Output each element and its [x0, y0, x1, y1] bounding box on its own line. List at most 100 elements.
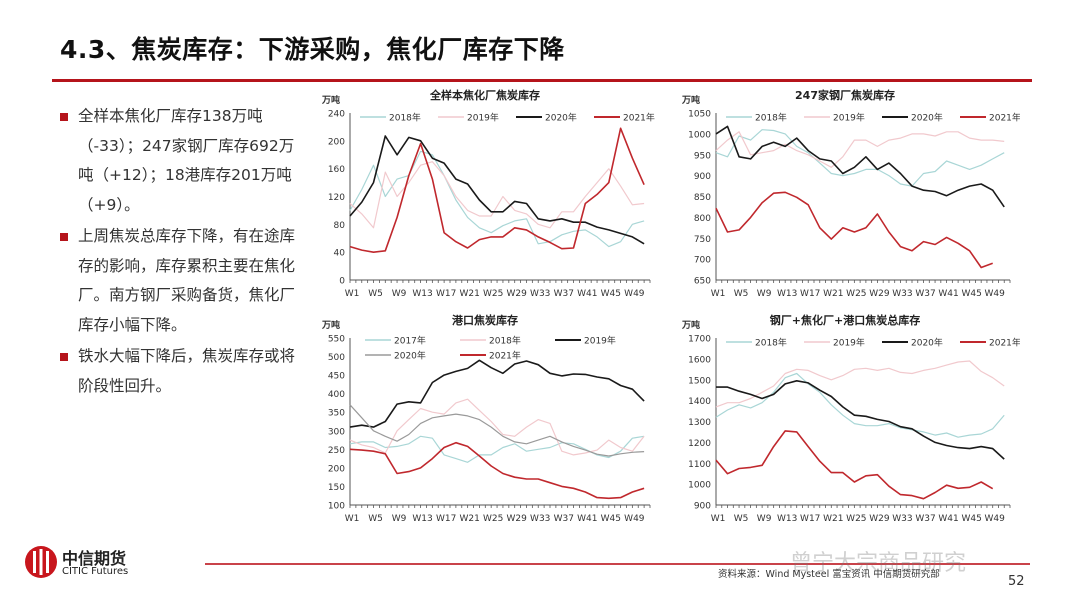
footer-divider	[205, 563, 1030, 565]
y-tick-label: 1200	[688, 439, 711, 449]
series-line-2019年	[715, 360, 1005, 408]
y-tick-label: 200	[328, 464, 345, 474]
legend-label: 2019年	[584, 335, 616, 347]
y-tick-label: 450	[328, 372, 345, 382]
chart-coking-plant-inventory: 全样本焦化厂焦炭库存 万吨 0 40 80 120 160 200 240 W1 W5 W9 W13 W1…	[310, 85, 660, 305]
x-tick-label: W45	[961, 514, 981, 524]
y-axis-unit: 万吨	[681, 94, 700, 106]
x-tick-label: W49	[985, 289, 1006, 299]
x-tick-label: W13	[412, 289, 432, 299]
y-axis-unit: 万吨	[321, 94, 340, 106]
x-tick-label: W1	[711, 514, 726, 524]
series-line-2021年	[349, 127, 645, 253]
chart-svg: 港口焦炭库存 万吨 100 150 200 250 300 350 400 450 500 550 W1…	[321, 313, 651, 524]
chart-title: 钢厂+焦化厂+港口焦炭总库存	[770, 313, 920, 327]
x-tick-label: W29	[507, 514, 528, 524]
x-tick-label: W33	[892, 289, 912, 299]
x-tick-label: W5	[734, 514, 749, 524]
legend-label: 2017年	[394, 335, 426, 347]
y-tick-label: 550	[328, 335, 345, 345]
y-tick-label: 120	[328, 193, 345, 203]
y-tick-label: 150	[328, 483, 345, 493]
bullet-square-icon	[60, 113, 68, 121]
x-tick-label: W41	[938, 514, 958, 524]
x-tick-label: W45	[961, 289, 981, 299]
bullet-item: 上周焦炭总库存下降，有在途库存的影响，库存累积主要在焦化厂。南方钢厂采购备货，焦…	[58, 222, 308, 340]
x-tick-label: W21	[459, 514, 479, 524]
chart-svg: 247家钢厂焦炭库存 万吨 650 700 750 800 850 900 950 1000 105…	[681, 88, 1021, 299]
y-tick-label: 240	[328, 110, 345, 120]
y-tick-label: 1100	[688, 460, 711, 470]
x-tick-label: W33	[892, 514, 912, 524]
x-tick-label: W5	[734, 289, 749, 299]
x-tick-label: W17	[436, 514, 456, 524]
y-axis-unit: 万吨	[321, 319, 340, 331]
series-line-2018年	[715, 372, 1005, 438]
bullet-item: 全样本焦化厂库存138万吨（-33）；247家钢厂库存692万吨（+12）；18…	[58, 102, 308, 220]
y-tick-label: 1500	[688, 376, 711, 386]
chart-port-inventory: 港口焦炭库存 万吨 100 150 200 250 300 350 400 450 500 550 W1…	[310, 310, 660, 530]
bullet-text: 全样本焦化厂库存138万吨（-33）；247家钢厂库存692万吨（+12）；18…	[78, 107, 295, 214]
x-tick-label: W25	[846, 514, 866, 524]
y-tick-label: 1050	[688, 110, 711, 120]
x-tick-label: W49	[624, 289, 645, 299]
x-tick-label: W5	[368, 289, 383, 299]
chart-title: 247家钢厂焦炭库存	[795, 88, 895, 102]
legend-label: 2020年	[394, 350, 426, 362]
legend-label: 2019年	[467, 112, 499, 124]
series-line-2020年	[716, 380, 1005, 460]
x-tick-label: W9	[757, 289, 772, 299]
x-tick-label: W29	[507, 289, 528, 299]
x-tick-label: W9	[392, 289, 407, 299]
series-line-2020年	[715, 125, 1005, 208]
y-tick-label: 500	[328, 353, 345, 363]
y-tick-label: 1300	[688, 418, 711, 428]
chart-svg: 全样本焦化厂焦炭库存 万吨 0 40 80 120 160 200 240 W1 W5 W9 W13 W1…	[321, 88, 655, 299]
series-line-2018年	[349, 150, 645, 248]
x-tick-label: W1	[711, 289, 726, 299]
x-tick-label: W29	[869, 289, 890, 299]
legend-label: 2020年	[545, 112, 577, 124]
series-line-2019年	[349, 359, 645, 428]
x-tick-label: W17	[436, 289, 456, 299]
bullet-text: 上周焦炭总库存下降，有在途库存的影响，库存累积主要在焦化厂。南方钢厂采购备货，焦…	[78, 227, 296, 334]
x-tick-label: W9	[757, 514, 772, 524]
series-line-2019年	[349, 161, 645, 229]
series-line-2020年	[349, 404, 645, 457]
bullet-list: 全样本焦化厂库存138万吨（-33）；247家钢厂库存692万吨（+12）；18…	[58, 102, 308, 403]
chart-title: 全样本焦化厂焦炭库存	[429, 88, 540, 102]
legend-label: 2021年	[489, 350, 521, 362]
x-tick-label: W29	[869, 514, 890, 524]
chart-svg: 钢厂+焦化厂+港口焦炭总库存 万吨 900 1000 1100 1200 1300 1400 1…	[681, 313, 1021, 524]
y-tick-label: 80	[334, 221, 346, 231]
y-tick-label: 300	[328, 427, 345, 437]
x-tick-label: W25	[483, 514, 503, 524]
series-line-2021年	[349, 441, 645, 500]
x-tick-label: W37	[915, 289, 935, 299]
x-tick-label: W25	[483, 289, 503, 299]
y-tick-label: 950	[694, 151, 711, 161]
series-line-2018年	[349, 398, 645, 456]
y-tick-label: 250	[328, 446, 345, 456]
y-tick-label: 900	[694, 172, 711, 182]
y-tick-label: 40	[334, 249, 346, 259]
x-tick-label: W41	[577, 289, 597, 299]
page-title: 4.3、焦炭库存：下游采购，焦化厂库存下降	[60, 35, 565, 64]
x-tick-label: W21	[823, 514, 843, 524]
bullet-square-icon	[60, 233, 68, 241]
bullet-item: 铁水大幅下降后，焦炭库存或将阶段性回升。	[58, 342, 308, 401]
y-tick-label: 700	[694, 256, 711, 266]
source-note: 资料来源：Wind Mysteel 富宝资讯 中信期货研究部	[718, 569, 940, 580]
x-tick-label: W37	[554, 289, 574, 299]
y-tick-label: 400	[328, 390, 345, 400]
series-line-2021年	[715, 430, 994, 500]
x-tick-label: W21	[459, 289, 479, 299]
x-tick-label: W41	[577, 514, 597, 524]
series-line-2019年	[715, 131, 1005, 168]
legend-label: 2018年	[389, 112, 421, 124]
x-tick-label: W41	[938, 289, 958, 299]
watermark: 曾宁大宗商品研究	[790, 551, 967, 576]
x-tick-label: W37	[554, 514, 574, 524]
x-tick-label: W25	[846, 289, 866, 299]
